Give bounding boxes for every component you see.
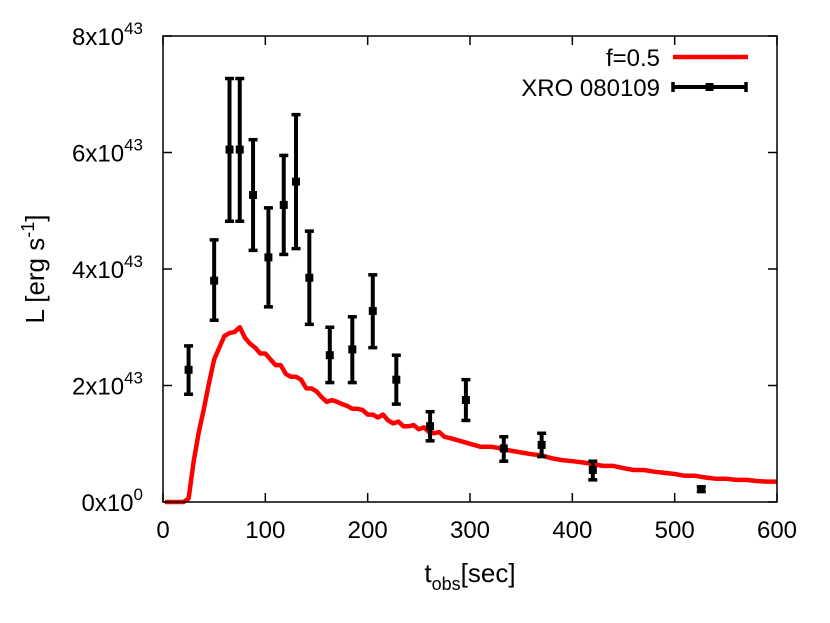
data-point-14 xyxy=(461,377,471,423)
data-point-9 xyxy=(325,325,335,385)
data-point-8 xyxy=(304,229,314,327)
x-axis-title-main: t xyxy=(424,558,432,588)
data-point-11 xyxy=(368,273,378,350)
y-tick-label-2: 4x1043 xyxy=(72,252,143,284)
x-tick-label-3: 300 xyxy=(450,517,490,544)
data-marker-3 xyxy=(235,145,244,154)
data-marker-18 xyxy=(697,485,706,494)
data-point-12 xyxy=(391,353,401,406)
data-marker-11 xyxy=(368,306,377,315)
y-tick-exponent-3: 43 xyxy=(124,136,143,155)
y-tick-exponent-4: 43 xyxy=(124,19,143,38)
data-marker-17 xyxy=(588,465,597,474)
x-tick-label-6: 600 xyxy=(757,517,797,544)
data-marker-2 xyxy=(225,145,234,154)
tick-labels: 0 100 200 300 400 500 6000x1002x10434x10436x10… xyxy=(72,19,797,544)
legend-swatch-data xyxy=(671,82,748,92)
y-axis-title-main: L [erg s xyxy=(20,238,50,324)
data-point-10 xyxy=(347,315,357,385)
y-tick-exponent-0: 0 xyxy=(134,485,143,504)
data-marker-16 xyxy=(537,440,546,449)
x-axis-title-sub: obs xyxy=(432,574,461,594)
data-point-4 xyxy=(248,137,258,253)
plot-content xyxy=(165,76,777,505)
data-point-2 xyxy=(225,76,235,223)
x-tick-label-5: 500 xyxy=(655,517,695,544)
data-marker-5 xyxy=(264,253,273,262)
data-point-17 xyxy=(588,459,598,482)
y-tick-label-0: 0x100 xyxy=(81,485,143,517)
x-tick-label-2: 200 xyxy=(348,517,388,544)
data-point-16 xyxy=(537,431,547,459)
legend-label-data: XRO 080109 xyxy=(521,75,660,102)
data-point-15 xyxy=(499,435,509,463)
data-marker-1 xyxy=(210,276,219,285)
legend-label-model: f=0.5 xyxy=(606,45,660,72)
y-tick-exponent-1: 43 xyxy=(124,369,143,388)
y-tick-mantissa-1: 2x10 xyxy=(72,374,124,401)
y-tick-exponent-2: 43 xyxy=(124,252,143,271)
y-tick-label-4: 8x1043 xyxy=(72,19,143,51)
data-point-18 xyxy=(696,485,706,494)
ticks xyxy=(162,35,778,503)
series-model-line xyxy=(165,325,777,505)
data-point-1 xyxy=(209,238,219,323)
x-axis-title: tobs[sec] xyxy=(424,558,515,594)
x-tick-label-0: 0 xyxy=(156,517,169,544)
data-point-5 xyxy=(263,206,273,309)
data-marker-12 xyxy=(392,375,401,384)
legend-swatch-marker xyxy=(705,83,714,91)
data-marker-13 xyxy=(426,422,435,431)
y-tick-label-1: 2x1043 xyxy=(72,369,143,401)
data-marker-8 xyxy=(305,273,314,282)
y-tick-mantissa-0: 0x10 xyxy=(81,490,133,517)
x-tick-label-4: 400 xyxy=(552,517,592,544)
data-marker-7 xyxy=(292,177,301,186)
data-marker-6 xyxy=(279,200,288,209)
legend: f=0.5 XRO 080109 xyxy=(521,45,748,102)
y-axis-title: L [erg s-1] xyxy=(18,215,50,324)
x-tick-label-1: 100 xyxy=(245,517,285,544)
y-tick-mantissa-3: 6x10 xyxy=(72,141,124,168)
y-axis-title-close: ] xyxy=(20,215,50,222)
y-axis-title-sup: -1 xyxy=(18,222,38,238)
y-tick-mantissa-2: 4x10 xyxy=(72,257,124,284)
plot-frame xyxy=(162,35,778,503)
data-marker-10 xyxy=(348,345,357,354)
data-point-13 xyxy=(425,409,435,443)
data-marker-0 xyxy=(184,365,193,374)
y-tick-mantissa-4: 8x10 xyxy=(72,24,124,51)
data-point-6 xyxy=(279,153,289,257)
data-point-3 xyxy=(235,76,245,223)
data-point-7 xyxy=(291,112,301,251)
data-marker-4 xyxy=(249,191,258,200)
y-tick-label-3: 6x1043 xyxy=(72,136,143,168)
data-marker-15 xyxy=(499,444,508,453)
data-marker-9 xyxy=(325,351,334,360)
x-axis-title-unit: [sec] xyxy=(461,558,516,588)
data-point-0 xyxy=(184,344,194,396)
data-marker-14 xyxy=(461,396,470,405)
